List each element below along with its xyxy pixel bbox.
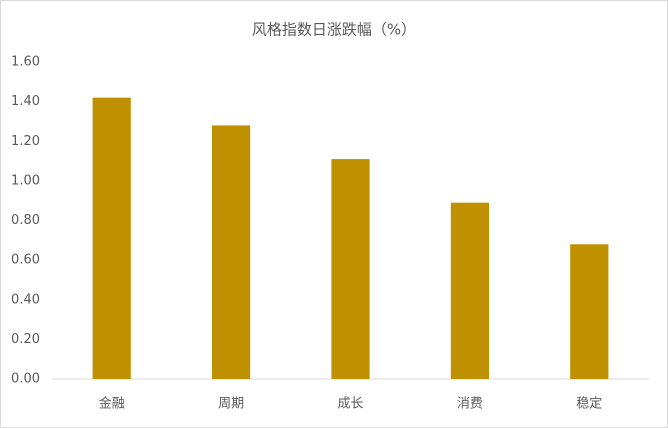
bar	[570, 244, 609, 379]
y-tick-label: 0.60	[11, 253, 40, 268]
bar	[92, 97, 131, 379]
chart-title: 风格指数日涨跌幅（%）	[252, 21, 416, 39]
y-tick-label: 0.00	[11, 372, 40, 387]
x-tick-label: 稳定	[576, 396, 602, 412]
y-tick-label: 1.00	[11, 173, 40, 188]
x-tick-label: 周期	[218, 397, 244, 412]
bar	[450, 202, 490, 379]
x-tick-label: 金融	[99, 396, 125, 412]
y-tick-label: 1.40	[11, 94, 40, 109]
bar	[211, 125, 251, 380]
y-tick-label: 0.80	[11, 213, 40, 228]
y-tick-label: 0.20	[11, 332, 40, 347]
y-tick-label: 1.20	[11, 134, 40, 149]
bar	[331, 159, 370, 379]
y-tick-label: 1.60	[11, 55, 40, 70]
y-tick-label: 0.40	[11, 292, 40, 307]
x-tick-label: 成长	[337, 397, 363, 412]
x-tick-label: 消费	[457, 397, 483, 412]
